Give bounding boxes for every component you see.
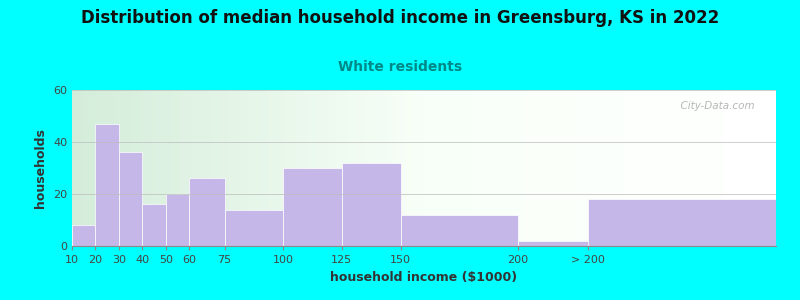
Bar — [95, 124, 119, 246]
Bar — [342, 163, 401, 246]
Bar — [119, 152, 142, 246]
Bar — [166, 194, 190, 246]
Bar — [401, 215, 518, 246]
Bar — [283, 168, 342, 246]
Bar — [518, 241, 635, 246]
X-axis label: household income ($1000): household income ($1000) — [330, 271, 518, 284]
Y-axis label: households: households — [34, 128, 47, 208]
Bar — [190, 178, 225, 246]
Bar — [588, 199, 776, 246]
Text: White residents: White residents — [338, 60, 462, 74]
Text: Distribution of median household income in Greensburg, KS in 2022: Distribution of median household income … — [81, 9, 719, 27]
Bar — [142, 204, 166, 246]
Bar — [225, 210, 283, 246]
Text: City-Data.com: City-Data.com — [674, 101, 755, 111]
Bar — [72, 225, 95, 246]
